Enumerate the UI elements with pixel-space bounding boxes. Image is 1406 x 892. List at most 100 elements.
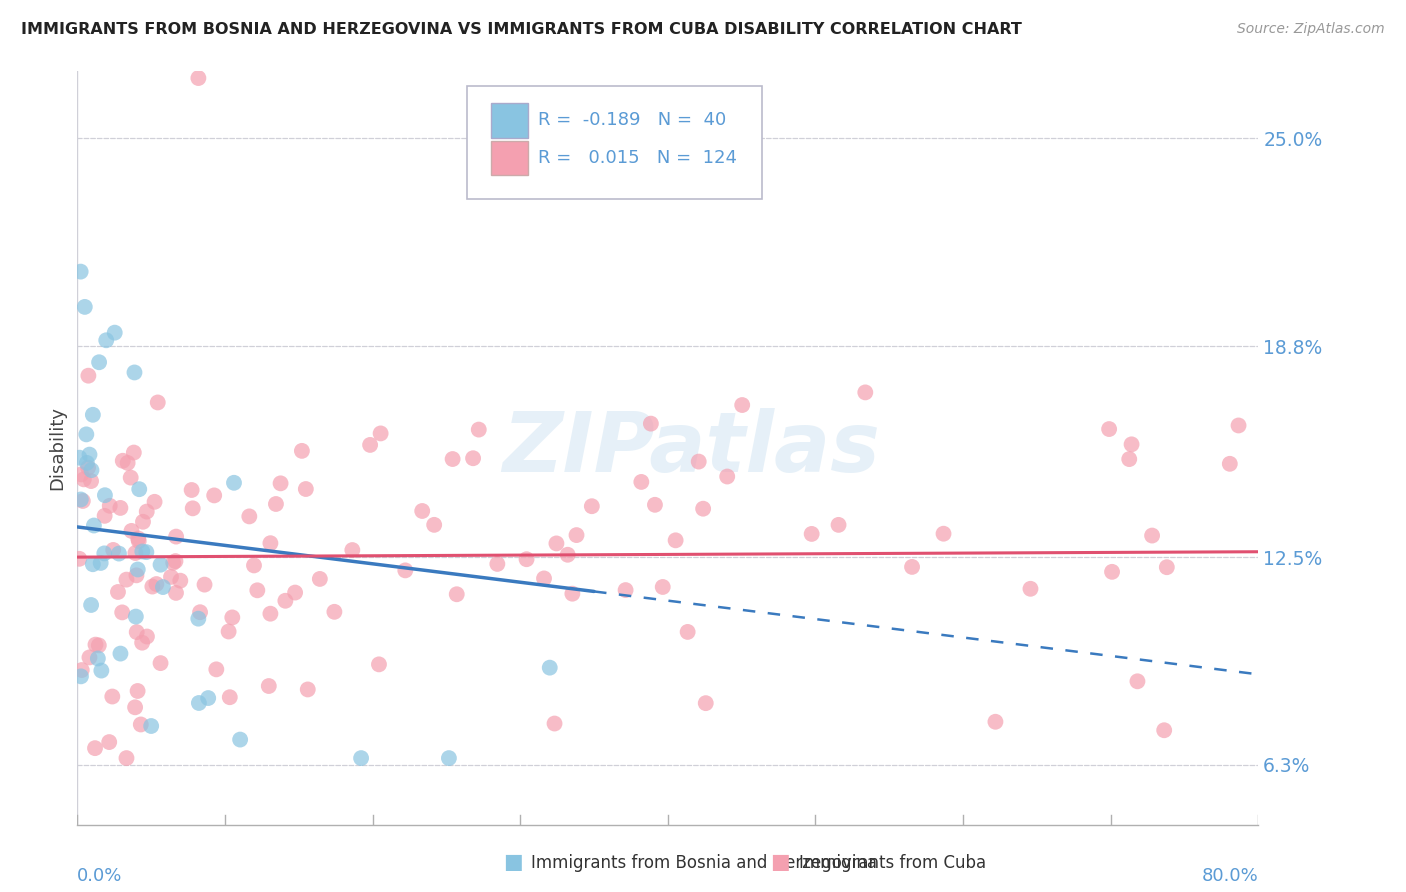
- Point: [80, 598, 103, 612]
- Point: [143, 495, 166, 509]
- Point: [87, 355, 110, 369]
- Point: [110, 500, 132, 515]
- Point: [688, 454, 710, 468]
- Point: [87, 651, 110, 665]
- Point: [368, 657, 391, 672]
- Point: [108, 547, 131, 561]
- Point: [169, 574, 191, 588]
- Point: [581, 500, 603, 514]
- Point: [257, 679, 280, 693]
- Point: [146, 395, 169, 409]
- Point: [73, 300, 96, 314]
- Point: [394, 563, 416, 577]
- Point: [125, 625, 148, 640]
- Point: [676, 624, 699, 639]
- Point: [716, 469, 738, 483]
- Point: [546, 536, 568, 550]
- Point: [75, 427, 97, 442]
- Point: [538, 660, 561, 674]
- Point: [70, 467, 93, 482]
- Point: [82, 408, 104, 422]
- Point: [70, 663, 93, 677]
- FancyBboxPatch shape: [491, 141, 529, 176]
- Point: [69, 450, 91, 465]
- Point: [218, 624, 240, 639]
- Point: [125, 609, 148, 624]
- Point: [110, 647, 132, 661]
- Point: [101, 690, 124, 704]
- Point: [644, 498, 666, 512]
- Point: [827, 517, 849, 532]
- Point: [202, 488, 225, 502]
- Point: [533, 571, 555, 585]
- Point: [695, 696, 717, 710]
- Point: [122, 445, 145, 459]
- Point: [297, 682, 319, 697]
- FancyBboxPatch shape: [491, 103, 529, 137]
- Point: [284, 585, 307, 599]
- Point: [180, 483, 202, 497]
- Point: [853, 385, 876, 400]
- Point: [127, 532, 149, 546]
- Point: [160, 570, 183, 584]
- Point: [117, 456, 139, 470]
- Point: [229, 732, 252, 747]
- Point: [120, 470, 142, 484]
- Text: 0.0%: 0.0%: [77, 866, 122, 885]
- Text: R =  -0.189   N =  40: R = -0.189 N = 40: [538, 112, 725, 129]
- Point: [437, 751, 460, 765]
- Point: [1126, 674, 1149, 689]
- Point: [665, 533, 688, 548]
- Point: [136, 630, 159, 644]
- Point: [342, 543, 364, 558]
- Point: [80, 463, 103, 477]
- Point: [800, 527, 823, 541]
- Point: [557, 548, 579, 562]
- Text: IMMIGRANTS FROM BOSNIA AND HERZEGOVINA VS IMMIGRANTS FROM CUBA DISABILITY CORREL: IMMIGRANTS FROM BOSNIA AND HERZEGOVINA V…: [21, 22, 1022, 37]
- Point: [69, 265, 91, 279]
- Point: [124, 700, 146, 714]
- Text: R =   0.015   N =  124: R = 0.015 N = 124: [538, 149, 737, 167]
- Point: [614, 583, 637, 598]
- Point: [124, 546, 146, 560]
- Point: [103, 543, 125, 558]
- Point: [77, 368, 100, 383]
- Text: ■: ■: [503, 853, 523, 872]
- Point: [218, 690, 240, 705]
- Point: [76, 456, 98, 470]
- Text: 80.0%: 80.0%: [1202, 866, 1258, 885]
- Point: [132, 515, 155, 529]
- Point: [731, 398, 754, 412]
- Text: ZIPatlas: ZIPatlas: [502, 408, 880, 489]
- Point: [1101, 565, 1123, 579]
- Point: [84, 741, 107, 756]
- Point: [82, 558, 104, 572]
- Point: [145, 577, 167, 591]
- Point: [1098, 422, 1121, 436]
- Point: [197, 691, 219, 706]
- Point: [561, 587, 583, 601]
- Point: [411, 504, 433, 518]
- Point: [80, 474, 103, 488]
- Point: [107, 585, 129, 599]
- Point: [96, 333, 118, 347]
- Point: [104, 326, 127, 340]
- Point: [87, 639, 110, 653]
- Point: [259, 607, 281, 621]
- Point: [221, 610, 243, 624]
- Point: [1156, 560, 1178, 574]
- Point: [79, 650, 101, 665]
- Point: [1140, 528, 1163, 542]
- Point: [350, 751, 373, 765]
- Point: [446, 587, 468, 601]
- Point: [1019, 582, 1042, 596]
- Point: [543, 716, 565, 731]
- Point: [77, 460, 100, 475]
- Point: [111, 454, 134, 468]
- Point: [83, 518, 105, 533]
- Point: [441, 452, 464, 467]
- Point: [124, 366, 146, 380]
- Point: [67, 551, 90, 566]
- Point: [370, 426, 392, 441]
- Point: [193, 577, 215, 591]
